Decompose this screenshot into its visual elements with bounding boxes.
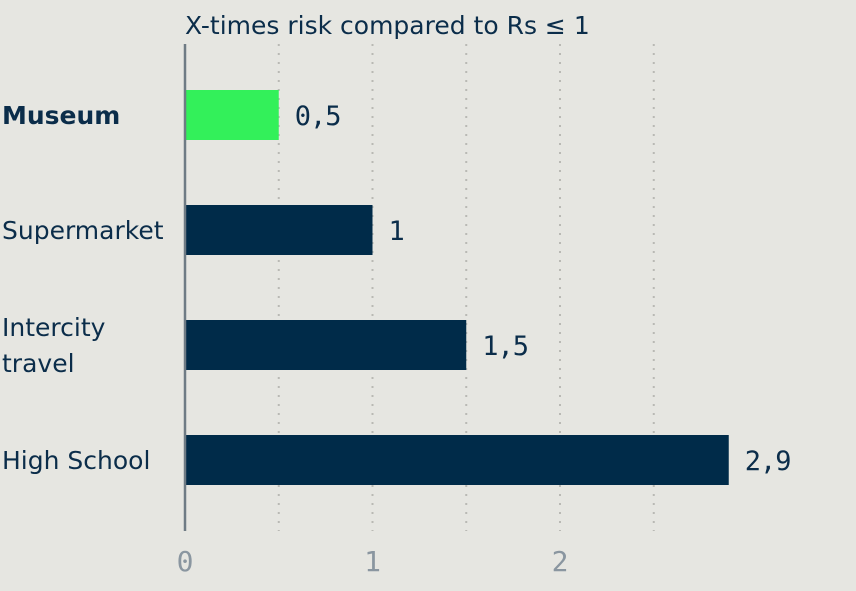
x-tick-label: 2 bbox=[552, 545, 569, 578]
category-label: Museum bbox=[2, 101, 120, 130]
value-label: 1,5 bbox=[482, 331, 528, 362]
bar-high-school bbox=[185, 435, 729, 485]
bar-supermarket bbox=[185, 205, 373, 255]
bar-museum bbox=[185, 90, 279, 140]
chart-title: X-times risk compared to Rs ≤ 1 bbox=[185, 11, 590, 40]
x-tick-label: 1 bbox=[364, 545, 381, 578]
category-label: High School bbox=[2, 446, 150, 475]
x-tick-label: 0 bbox=[177, 545, 194, 578]
bar-intercity-travel bbox=[185, 320, 467, 370]
category-labels: Museum Supermarket Intercity travel High Sch… bbox=[2, 101, 164, 475]
value-labels: 0,5 1 1,5 2,9 bbox=[295, 101, 792, 477]
category-label: Supermarket bbox=[2, 216, 164, 245]
category-label: Intercity travel bbox=[2, 313, 106, 378]
bars bbox=[185, 90, 729, 485]
value-label: 2,9 bbox=[745, 446, 791, 477]
value-label: 1 bbox=[389, 216, 404, 247]
x-axis-ticks: 0 1 2 bbox=[177, 545, 569, 578]
value-label: 0,5 bbox=[295, 101, 341, 132]
